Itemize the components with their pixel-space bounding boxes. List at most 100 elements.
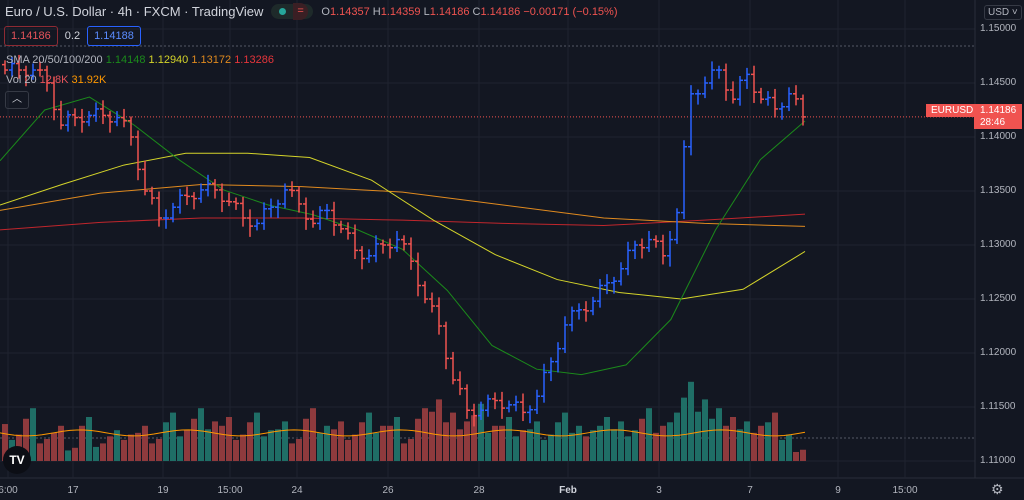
sma-legend[interactable]: SMA 20/50/100/200 1.14148 1.12940 1.1317… (6, 54, 274, 66)
price-tick: 1.14000 (980, 131, 1017, 142)
volume-bar (114, 430, 120, 461)
volume-bar (765, 422, 771, 461)
ohlc-bar (793, 85, 799, 106)
ohlc-bar (100, 100, 106, 125)
currency-dropdown[interactable]: USD ˅ (984, 5, 1022, 20)
volume-bar (359, 422, 365, 461)
ohlc-bar (121, 108, 127, 128)
ohlc-bar (751, 65, 757, 103)
volume-bar (156, 439, 162, 461)
volume-bar (800, 449, 806, 461)
market-open-dot-icon (279, 8, 287, 15)
volume-bar (597, 425, 603, 461)
price-tick: 1.11500 (980, 401, 1016, 412)
grid (0, 0, 1024, 479)
volume-bar (793, 451, 799, 461)
ohlc-bar (744, 67, 750, 89)
gear-icon[interactable]: ⚙ (991, 481, 1004, 497)
ohlc-bar (86, 111, 92, 127)
volume-bar (380, 425, 386, 461)
volume-legend[interactable]: Vol 20 12.8K 31.92K (6, 74, 107, 86)
volume-bar (191, 418, 197, 461)
tradingview-logo[interactable]: TV (3, 446, 31, 474)
time-label: 15:00 (217, 485, 243, 496)
ohlc-bar (2, 60, 8, 75)
volume-bar (184, 430, 190, 461)
ohlc-bar (772, 88, 778, 118)
ohlc-bar (457, 371, 463, 396)
collapse-legend-button[interactable]: ︿ (5, 91, 29, 109)
ohlc-bar (16, 54, 22, 79)
volume-bar (534, 421, 540, 461)
ohlc-bar (359, 246, 365, 270)
ohlc-bar (44, 65, 50, 92)
volume-bar (408, 439, 414, 461)
volume-bar (254, 412, 260, 461)
volume-bar (233, 439, 239, 461)
time-label: 26 (382, 485, 394, 496)
volume-bar (226, 417, 232, 461)
volume-bar (163, 422, 169, 461)
ohlc-bar (128, 116, 134, 146)
buy-button[interactable]: 1.14188 (87, 26, 141, 46)
ohlc-bar (569, 306, 575, 332)
symbol-title[interactable]: Euro / U.S. Dollar · 4h · FXCM · Trading… (5, 4, 264, 19)
ohlc-bar (191, 192, 197, 210)
volume-bar (485, 432, 491, 461)
ohlc-bar (72, 108, 78, 127)
ohlc-bar (415, 252, 421, 297)
ohlc-bar (716, 65, 722, 79)
volume-bar (205, 429, 211, 461)
volume-bar (275, 429, 281, 461)
volume-bar (786, 434, 792, 461)
volume-bar (625, 436, 631, 461)
ohlc-bar (114, 111, 120, 127)
sma50-line (0, 152, 806, 300)
volume-bar (58, 425, 64, 461)
ohlc-bar (324, 203, 330, 220)
ohlc-bar (737, 75, 743, 106)
volume-bar (513, 436, 519, 461)
volume-bar (44, 439, 50, 461)
time-label: 24 (291, 485, 303, 496)
ohlc-bar (590, 296, 596, 316)
volume-bar (499, 425, 505, 461)
volume-bar (744, 421, 750, 461)
ohlc-bar (240, 196, 246, 227)
ohlc-bar (170, 202, 176, 223)
volume-bar (401, 443, 407, 461)
ohlc-bar (681, 140, 687, 220)
ohlc-bar (23, 65, 29, 87)
ohlc-bar (618, 262, 624, 286)
ohlc-bar (275, 199, 281, 218)
time-label: 7 (747, 485, 753, 496)
ohlc-bar (506, 400, 512, 413)
ohlc-bar (562, 316, 568, 353)
ohlc-bar (282, 183, 288, 209)
volume-bar (289, 443, 295, 461)
volume-bar (219, 425, 225, 461)
ohlc-bar (107, 111, 113, 133)
market-status-toggle[interactable]: = (271, 3, 314, 20)
ohlc-bar (198, 183, 204, 203)
volume-bar (303, 418, 309, 461)
ohlc-bar (695, 89, 701, 105)
volume-bar (737, 429, 743, 461)
ohlc-bar (37, 61, 43, 77)
time-label: 6:00 (0, 485, 18, 496)
ohlc-bar (779, 102, 785, 120)
ohlc-bar (730, 81, 736, 104)
ohlc-bar (79, 108, 85, 133)
ohlc-bar (709, 61, 715, 90)
ohlc-bar (261, 202, 267, 230)
sell-button[interactable]: 1.14186 (4, 26, 58, 46)
volume-bar (527, 429, 533, 461)
price-tick: 1.14500 (980, 77, 1017, 88)
ohlc-bar (436, 297, 442, 335)
price-tick: 1.13500 (980, 185, 1017, 196)
ohlc-bar (660, 234, 666, 265)
volume-bar (583, 436, 589, 461)
ohlc-bar (611, 276, 617, 294)
ohlc-bar (471, 403, 477, 427)
